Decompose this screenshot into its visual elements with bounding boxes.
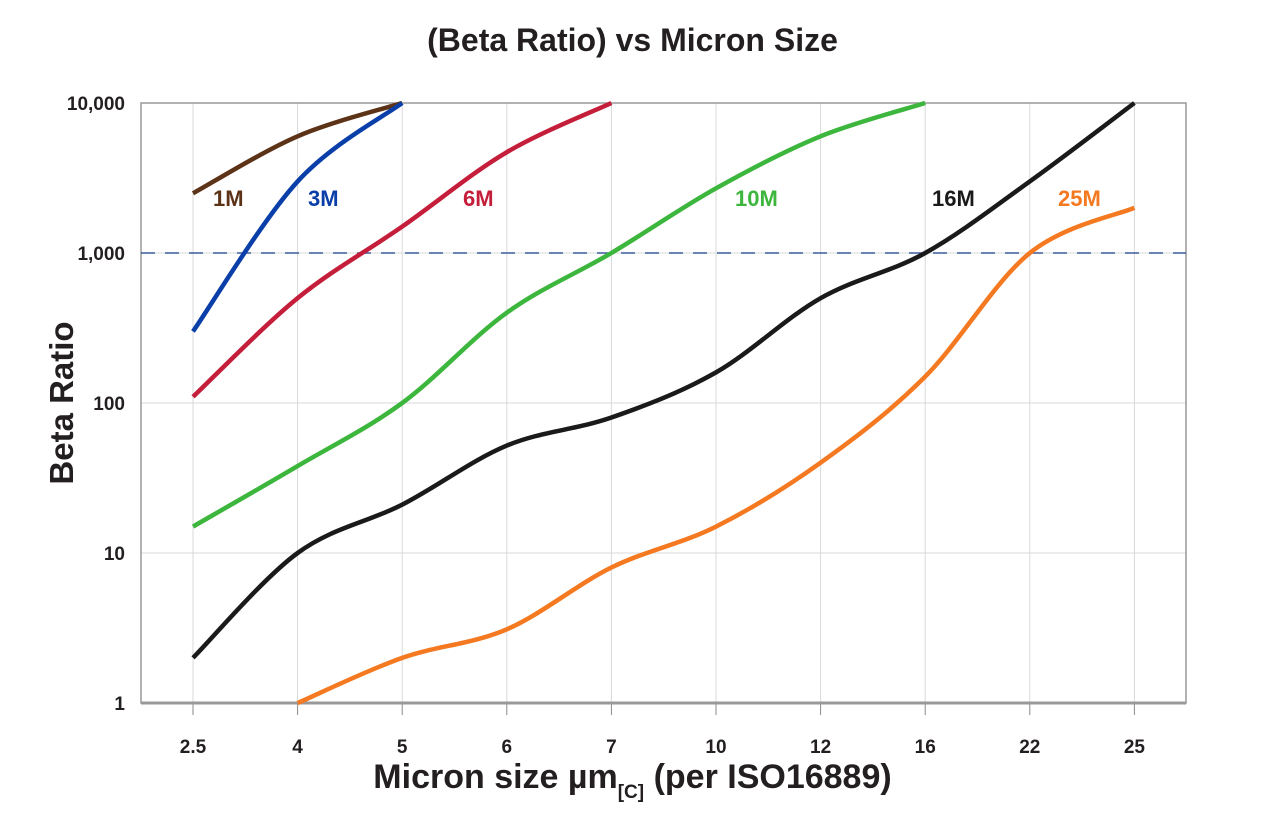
x-axis-label-suffix: (per ISO16889): [644, 758, 892, 796]
series-label-1m: 1M: [213, 186, 244, 211]
series-line-25m: [296, 205, 1136, 706]
y-tick-label: 10,000: [67, 94, 125, 115]
series-label-25m: 25M: [1058, 186, 1101, 211]
series-label-3m: 3M: [308, 186, 339, 211]
x-tick-label: 5: [397, 737, 408, 758]
y-tick-label: 1,000: [77, 244, 125, 265]
series-label-10m: 10M: [735, 186, 778, 211]
series-label-16m: 16M: [932, 186, 975, 211]
series-line-1m: [191, 100, 403, 196]
x-tick-label: 16: [915, 737, 936, 758]
x-tick-label: 4: [292, 737, 303, 758]
x-tick-label: 6: [502, 737, 513, 758]
y-tick-label: 10: [104, 544, 125, 565]
x-axis-label: Micron size µm[C] (per ISO16889): [0, 758, 1265, 804]
x-axis-label-subscript: [C]: [617, 782, 645, 803]
series-line-16m: [191, 101, 1136, 660]
series-line-3m: [191, 101, 404, 333]
x-tick-label: 7: [606, 737, 617, 758]
x-tick-label: 10: [705, 737, 726, 758]
series-line-10m: [191, 100, 926, 529]
x-tick-label: 25: [1124, 737, 1146, 758]
x-tick-label: 22: [1019, 737, 1040, 758]
x-tick-label: 2.5: [180, 737, 207, 758]
x-axis-label-main: Micron size µm: [373, 758, 618, 796]
y-tick-label: 100: [93, 394, 125, 415]
chart-title: (Beta Ratio) vs Micron Size: [427, 22, 838, 58]
x-tick-label: 12: [810, 737, 831, 758]
series-line-6m: [191, 100, 613, 399]
y-tick-label: 1: [114, 694, 125, 715]
series-label-6m: 6M: [463, 186, 494, 211]
